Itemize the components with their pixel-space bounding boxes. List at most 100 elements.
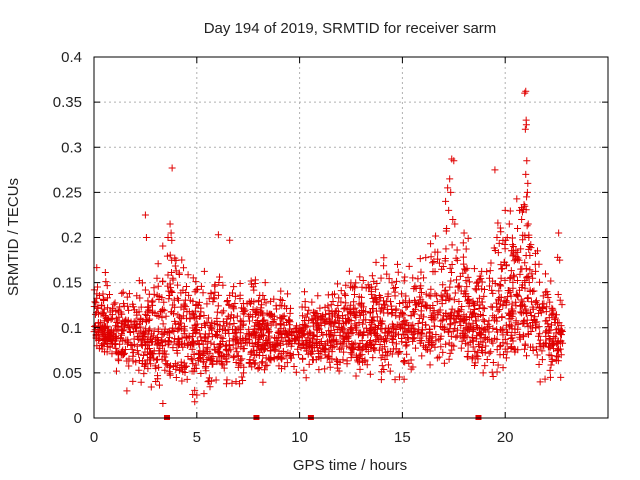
data-point <box>425 291 433 299</box>
data-point <box>358 283 366 291</box>
data-point <box>438 296 446 304</box>
data-point <box>173 294 181 302</box>
data-point <box>350 298 358 306</box>
data-point <box>182 283 190 291</box>
data-point <box>223 319 231 327</box>
data-point <box>166 220 174 228</box>
data-point <box>129 352 137 360</box>
data-point <box>411 296 419 304</box>
data-point <box>471 347 479 355</box>
data-point <box>324 302 332 310</box>
data-point <box>309 316 317 324</box>
y-tick-label: 0.2 <box>61 230 82 247</box>
data-point <box>522 307 530 315</box>
data-point <box>192 286 200 294</box>
data-point <box>369 313 377 321</box>
data-point <box>262 299 270 307</box>
data-point <box>231 300 239 308</box>
data-point <box>301 288 309 296</box>
data-point <box>352 279 360 287</box>
data-point <box>347 329 355 337</box>
data-point <box>232 378 240 386</box>
data-point <box>209 298 217 306</box>
data-point <box>383 352 391 360</box>
data-point <box>350 283 358 291</box>
data-point <box>480 292 488 300</box>
data-point <box>553 352 561 360</box>
data-point <box>350 291 358 299</box>
data-point <box>164 234 172 241</box>
data-point <box>477 275 485 283</box>
data-point <box>167 268 175 276</box>
data-point <box>132 358 140 366</box>
data-point <box>172 373 180 381</box>
data-point <box>554 337 562 345</box>
data-point <box>176 364 184 372</box>
data-point <box>246 332 254 340</box>
data-point <box>95 319 103 327</box>
data-point <box>427 253 435 261</box>
data-point <box>257 307 265 315</box>
data-point <box>260 323 268 331</box>
data-point <box>204 378 212 386</box>
data-point <box>522 87 530 95</box>
data-point <box>226 321 234 329</box>
data-point <box>239 334 247 342</box>
data-point <box>150 284 158 292</box>
data-point <box>158 294 166 302</box>
data-point <box>417 303 425 311</box>
data-point <box>328 344 336 352</box>
chart-title: Day 194 of 2019, SRMTID for receiver sar… <box>204 20 497 37</box>
data-point <box>174 311 182 319</box>
data-point <box>315 353 323 361</box>
data-point <box>483 356 491 364</box>
data-point <box>458 302 466 310</box>
data-point <box>335 323 343 331</box>
data-point <box>555 319 563 327</box>
data-point <box>254 325 262 333</box>
data-point <box>493 368 501 376</box>
data-point <box>489 289 497 297</box>
x-axis-label: GPS time / hours <box>293 457 407 474</box>
data-point <box>550 333 558 341</box>
data-point <box>255 364 263 372</box>
data-point <box>283 359 291 367</box>
data-point <box>389 332 397 340</box>
data-point <box>334 280 342 288</box>
data-point <box>519 236 527 244</box>
data-point <box>431 290 439 298</box>
data-point <box>515 256 523 264</box>
data-point <box>314 347 322 355</box>
data-point <box>315 325 323 333</box>
data-point <box>395 373 403 381</box>
data-point <box>121 345 129 353</box>
data-point <box>168 164 176 172</box>
data-point <box>437 322 445 330</box>
data-point <box>538 347 546 355</box>
data-point <box>105 331 113 339</box>
data-point <box>410 310 418 318</box>
data-point <box>135 332 143 340</box>
data-point <box>180 264 188 272</box>
data-point <box>206 356 214 364</box>
data-point <box>535 323 543 331</box>
data-point <box>356 351 364 359</box>
data-point <box>434 255 442 263</box>
data-point <box>400 356 408 364</box>
data-point <box>220 364 228 372</box>
data-point <box>112 322 120 330</box>
data-point <box>514 292 522 300</box>
data-point <box>164 282 172 290</box>
data-point <box>169 274 177 282</box>
data-point <box>112 327 120 335</box>
data-point <box>119 288 127 296</box>
data-point <box>531 313 539 321</box>
data-point <box>501 241 509 249</box>
data-point <box>412 301 420 309</box>
data-point <box>301 321 309 329</box>
data-point <box>385 275 393 283</box>
data-point <box>160 306 168 314</box>
data-point <box>135 366 143 374</box>
data-point <box>469 353 477 361</box>
data-point <box>161 366 169 374</box>
